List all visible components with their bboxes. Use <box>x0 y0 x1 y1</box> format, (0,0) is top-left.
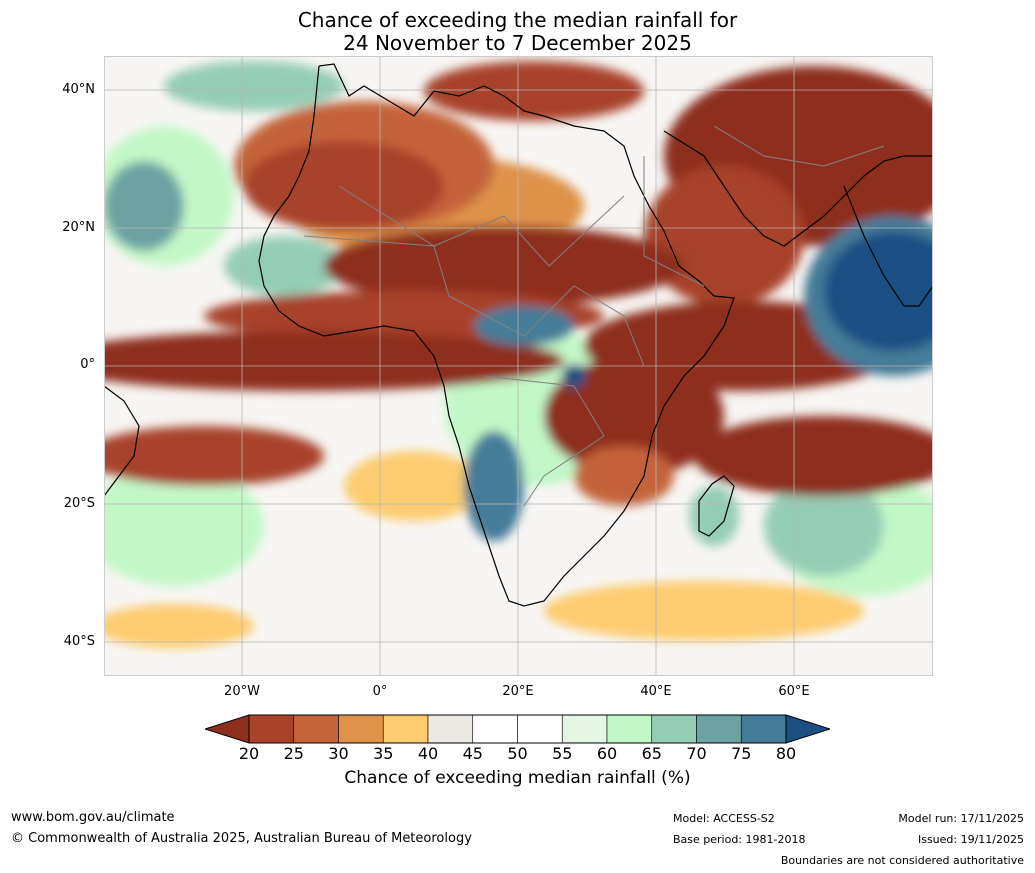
colorbar-swatch <box>427 714 474 744</box>
website-link[interactable]: www.bom.gov.au/climate <box>11 810 175 825</box>
colorbar-tick-label: 30 <box>328 744 349 763</box>
issued-date: Issued: 19/11/2025 <box>917 833 1024 846</box>
colorbar <box>205 714 830 744</box>
colorbar-tick-label: 60 <box>596 744 618 763</box>
rainfall-map <box>104 56 933 676</box>
colorbar-tick-label: 80 <box>775 744 797 763</box>
lon-label-40e: 40°E <box>640 684 672 699</box>
colorbar-swatch <box>606 714 653 744</box>
colorbar-swatch <box>293 714 339 744</box>
lat-label-20n: 20°N <box>62 220 95 235</box>
lat-label-40n: 40°N <box>62 82 95 97</box>
colorbar-tick-label: 75 <box>731 744 752 763</box>
country-borders <box>303 125 885 507</box>
copyright-text: © Commonwealth of Australia 2025, Austra… <box>11 831 472 846</box>
probability-field <box>104 61 933 648</box>
rainfall-map-svg <box>104 56 933 676</box>
colorbar-tick-label: 25 <box>283 744 304 763</box>
lon-label-20e: 20°E <box>502 684 534 699</box>
colorbar-tick-label: 20 <box>238 744 260 763</box>
colorbar-swatch <box>338 714 384 744</box>
colorbar-swatch <box>382 714 429 744</box>
colorbar-tick-label: 50 <box>507 744 528 763</box>
colorbar-swatch <box>696 714 742 744</box>
colorbar-swatch <box>561 714 608 744</box>
colorbar-label: Chance of exceeding median rainfall (%) <box>344 768 691 788</box>
base-period: Base period: 1981-2018 <box>673 833 806 846</box>
lon-label-60e: 60°E <box>778 684 810 699</box>
colorbar-swatch <box>248 714 295 744</box>
colorbar-tick-label: 55 <box>552 744 573 763</box>
title-line-1: Chance of exceeding the median rainfall … <box>297 8 738 32</box>
colorbar-tick-label: 40 <box>417 744 439 763</box>
model-run-date: Model run: 17/11/2025 <box>898 812 1024 825</box>
lat-label-40s: 40°S <box>63 634 95 649</box>
colorbar-tick-label: 70 <box>686 744 707 763</box>
lon-label-0: 0° <box>372 684 388 699</box>
colorbar-tick-label: 45 <box>462 744 483 763</box>
colorbar-tick-label: 65 <box>641 744 662 763</box>
colorbar-swatch <box>517 714 563 744</box>
boundaries-disclaimer: Boundaries are not considered authoritat… <box>780 854 1024 867</box>
lat-label-20s: 20°S <box>63 496 95 511</box>
map-title: Chance of exceeding the median rainfall … <box>0 9 1035 55</box>
model-name: Model: ACCESS-S2 <box>673 812 775 825</box>
colorbar-tick-label: 35 <box>373 744 394 763</box>
colorbar-extend-low <box>205 714 250 744</box>
colorbar-extend-high <box>785 714 830 744</box>
lat-label-0: 0° <box>80 357 95 372</box>
gridlines <box>104 56 933 676</box>
lon-label-20w: 20°W <box>224 684 260 699</box>
title-line-2: 24 November to 7 December 2025 <box>343 31 692 55</box>
coastlines <box>104 63 933 607</box>
colorbar-swatch <box>651 714 697 744</box>
colorbar-swatch <box>740 714 787 744</box>
colorbar-swatch <box>472 714 518 744</box>
